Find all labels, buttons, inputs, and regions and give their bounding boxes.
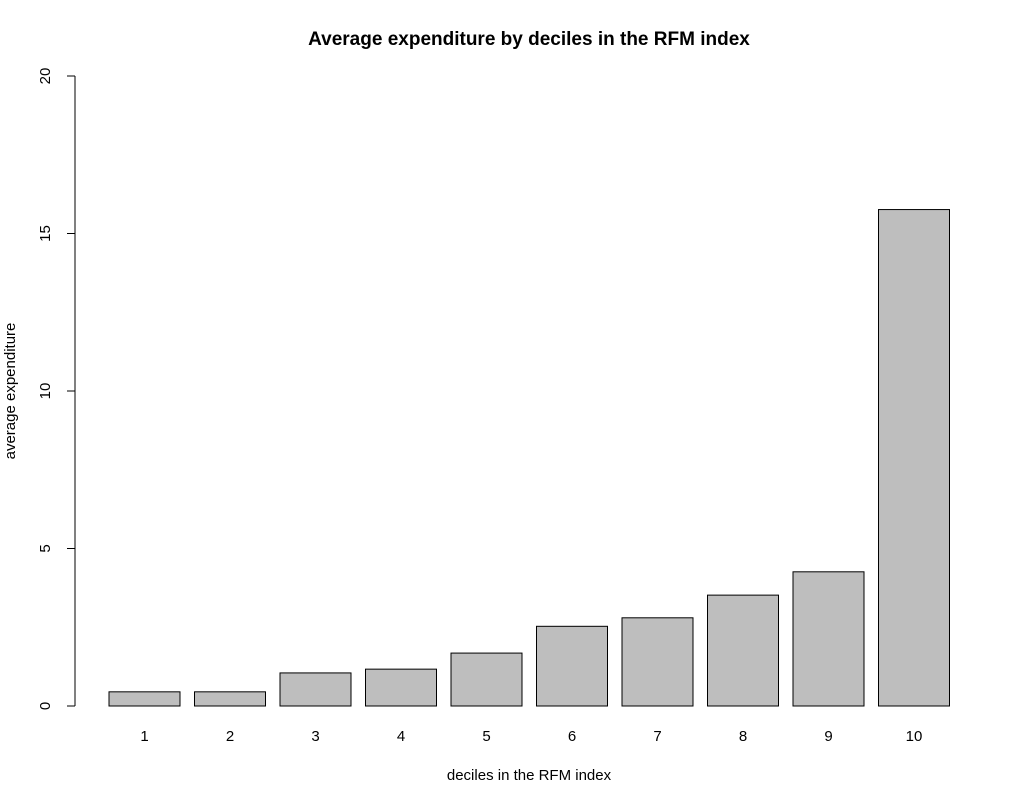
x-tick-label: 2 xyxy=(226,728,234,745)
x-tick-label: 7 xyxy=(653,728,661,745)
bar-7 xyxy=(621,617,694,707)
y-tick-label: 20 xyxy=(37,68,54,85)
x-tick-label: 10 xyxy=(906,728,923,745)
bar-2 xyxy=(194,691,266,707)
x-tick-label: 6 xyxy=(568,728,576,745)
x-tick-label: 5 xyxy=(482,728,490,745)
x-tick-label: 8 xyxy=(739,728,747,745)
y-axis-label: average expenditure xyxy=(2,323,19,460)
bar-1 xyxy=(108,691,181,707)
y-tick-label: 5 xyxy=(37,544,54,552)
bar-6 xyxy=(536,625,608,707)
x-tick-label: 3 xyxy=(311,728,319,745)
bar-10 xyxy=(878,209,950,707)
bars-group xyxy=(108,209,950,707)
chart-title: Average expenditure by deciles in the RF… xyxy=(308,29,750,50)
bar-3 xyxy=(279,672,352,707)
bar-4 xyxy=(365,668,437,707)
x-tick-labels: 1 2 3 4 5 6 7 8 9 10 xyxy=(140,728,922,745)
x-tick-label: 9 xyxy=(824,728,832,745)
y-tick-label: 0 xyxy=(37,702,54,710)
x-tick-label: 4 xyxy=(397,728,405,745)
bar-8 xyxy=(707,594,779,707)
x-tick-label: 1 xyxy=(140,728,148,745)
bar-9 xyxy=(792,571,865,707)
y-axis: 0 5 10 15 20 xyxy=(37,68,76,710)
y-tick-label: 15 xyxy=(37,225,54,242)
bar-5 xyxy=(450,652,523,707)
y-tick-label: 10 xyxy=(37,383,54,400)
x-axis-label: deciles in the RFM index xyxy=(447,767,612,784)
